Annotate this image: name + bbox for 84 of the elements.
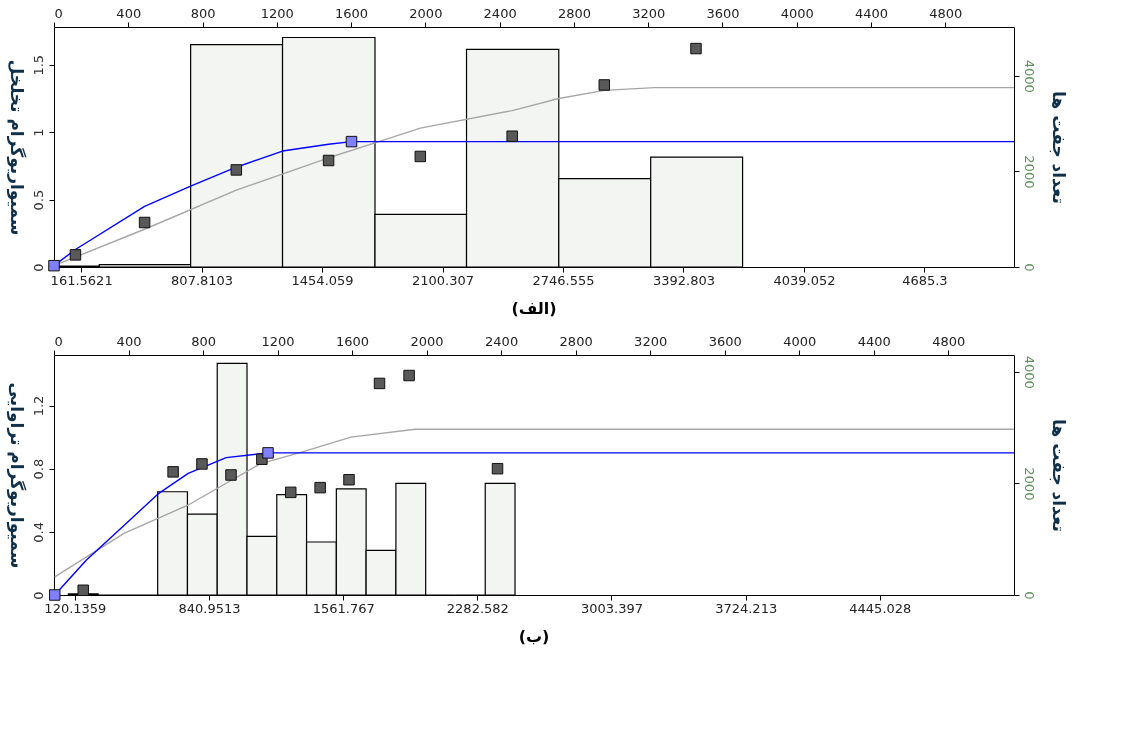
x2-tick-label: 400 [116,5,142,21]
x2-tick-label: 3600 [706,5,740,21]
x-tick-label: 2282.582 [446,600,509,616]
point [322,154,335,167]
x-tick-label: 4445.028 [849,600,912,616]
text: (الف) [511,299,557,318]
y2-tick-label: 4000 [1021,59,1037,93]
point [506,130,518,142]
point [69,249,82,261]
point [491,462,504,475]
x2-tick-label: 4400 [857,333,891,349]
x-tick-label: 2746.555 [532,272,595,288]
x2-tick-label: 2800 [557,5,591,21]
x2-tick-label: 1200 [260,5,294,21]
y2-tick-label: 4000 [1021,355,1037,389]
x2-tick-label: 2400 [483,5,517,21]
point [314,481,326,494]
point [138,216,151,229]
x-tick-label: 4685.3 [902,272,948,288]
point [690,42,702,55]
point [285,486,297,499]
x-tick-label: 161.5621 [50,272,113,288]
point [373,377,386,390]
y-axis-title: سمیواریوگرام تراوایی [5,382,27,569]
point [343,473,355,486]
text: (ب) [518,627,550,646]
x-tick-label: 807.8103 [171,272,234,288]
point [262,447,274,459]
point [230,164,243,176]
y2-tick-label: 0 [1021,263,1037,272]
y-tick-label: 0 [30,591,46,600]
x2-tick-label: 800 [190,5,216,21]
y2-axis-title: تعداد جفت ها [1048,91,1069,204]
x-tick-label: 120.1359 [44,600,107,616]
x2-tick-label: 3200 [634,333,668,349]
y-tick-label: 1.5 [30,54,46,76]
x-tick-label: 1561.767 [312,600,375,616]
x-tick-label: 3003.397 [580,600,644,616]
y2-tick-label: 2000 [1021,467,1037,501]
y-tick-label: 0 [30,263,46,272]
x2-tick-label: 1600 [336,333,370,349]
x2-tick-label: 2000 [410,333,444,349]
x2-tick-label: 1200 [261,333,295,349]
point [598,79,611,91]
x2-tick-label: 0 [54,5,63,21]
point [225,469,237,481]
y-tick-label: 0.5 [30,189,46,211]
x2-tick-label: 800 [191,333,216,349]
x-tick-label: 1454.059 [291,272,354,288]
point [48,259,60,272]
y2-axis-title: تعداد جفت ها [1048,419,1069,532]
x-tick-label: 3724.213 [715,600,778,616]
y2-tick-label: 2000 [1021,155,1037,189]
point [196,458,208,470]
point [345,135,358,148]
y-tick-label: 0.8 [30,458,46,480]
y-tick-label: 1 [30,128,46,137]
point [414,150,427,163]
x2-tick-label: 400 [116,333,142,349]
x2-tick-label: 0 [54,333,63,349]
point [77,584,89,597]
x2-tick-label: 2400 [485,333,519,349]
y-tick-label: 0.4 [30,522,46,543]
x2-tick-label: 4000 [783,333,817,349]
x2-tick-label: 4000 [780,5,814,21]
point [49,589,61,601]
line-series [54,428,1015,578]
x2-tick-label: 4800 [929,5,963,21]
point [167,466,179,478]
x-tick-label: 2100.307 [412,272,475,288]
point [403,369,415,382]
x2-tick-label: 4800 [932,333,966,349]
y-axis-title: سمیواریوگرام تخلخل [5,59,27,236]
x2-tick-label: 2000 [409,5,443,21]
x2-tick-label: 3200 [632,5,666,21]
x-tick-label: 4039.052 [773,272,836,288]
x2-tick-label: 1600 [335,5,369,21]
x2-tick-label: 4400 [854,5,889,21]
x2-tick-label: 3600 [708,333,742,349]
x-tick-label: 3392.803 [652,272,715,288]
y-tick-label: 1.2 [30,395,46,417]
y2-tick-label: 0 [1021,591,1037,600]
x-tick-label: 840.9513 [178,600,241,616]
x2-tick-label: 2800 [559,333,593,349]
